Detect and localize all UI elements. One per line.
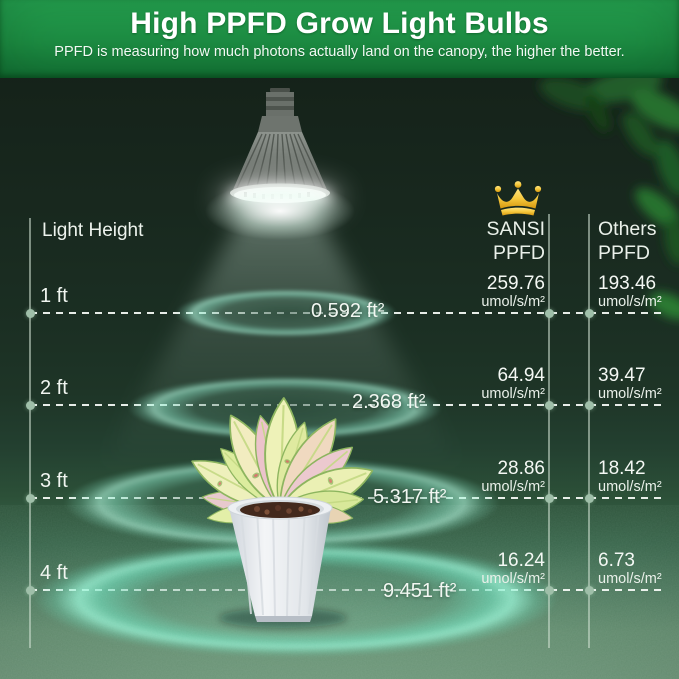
unit-label: umol/s/m² [481, 479, 545, 495]
unit-label: umol/s/m² [481, 386, 545, 402]
sansi-column-divider [548, 214, 550, 648]
others-dot [585, 494, 594, 503]
area-label-4ft: 9.451 ft² [383, 580, 457, 602]
sansi-value-4ft: 16.24 umol/s/m² [481, 551, 545, 587]
others-dot [585, 401, 594, 410]
axis-dot [26, 309, 35, 318]
sansi-value-1ft: 259.76 umol/s/m² [481, 274, 545, 310]
height-label-2ft: 2 ft [40, 377, 68, 399]
sansi-dot [545, 309, 554, 318]
height-label-3ft: 3 ft [40, 470, 68, 492]
sansi-value-3ft: 28.86 umol/s/m² [481, 459, 545, 495]
sansi-value-2ft: 64.94 umol/s/m² [481, 366, 545, 402]
white-planter-pot [219, 496, 347, 628]
unit-label: umol/s/m² [598, 386, 662, 402]
area-label-2ft: 2.368 ft² [352, 391, 426, 413]
floor-grain-texture [0, 505, 679, 679]
others-number: 6.73 [598, 550, 635, 571]
unit-label: umol/s/m² [598, 479, 662, 495]
coverage-ellipse-1ft [172, 288, 400, 338]
sansi-number: 28.86 [497, 458, 545, 479]
sansi-dot [545, 401, 554, 410]
area-label-3ft: 5.317 ft² [373, 486, 447, 508]
page-title: High PPFD Grow Light Bulbs [130, 7, 549, 40]
foliage-decoration [539, 69, 679, 320]
height-axis-line [29, 218, 31, 648]
sansi-number: 16.24 [497, 550, 545, 571]
height-label-1ft: 1 ft [40, 285, 68, 307]
others-value-1ft: 193.46 umol/s/m² [598, 274, 662, 310]
others-column-divider [588, 214, 590, 648]
others-column-header: Others PPFD [598, 218, 657, 264]
unit-label: umol/s/m² [598, 571, 662, 587]
sansi-number: 64.94 [497, 365, 545, 386]
unit-label: umol/s/m² [481, 571, 545, 587]
sansi-dot [545, 494, 554, 503]
sansi-dot [545, 586, 554, 595]
sansi-number: 259.76 [486, 273, 545, 294]
header-banner: High PPFD Grow Light Bulbs PPFD is measu… [0, 0, 679, 78]
bulb-light-bloom [205, 182, 355, 240]
axis-dot [26, 401, 35, 410]
sansi-column-header: SANSI PPFD [486, 218, 545, 264]
others-dot [585, 586, 594, 595]
others-number: 18.42 [598, 458, 646, 479]
others-number: 39.47 [598, 365, 646, 386]
axis-dot [26, 494, 35, 503]
others-dot [585, 309, 594, 318]
light-height-axis-label: Light Height [42, 220, 144, 241]
others-value-4ft: 6.73 umol/s/m² [598, 551, 662, 587]
area-label-1ft: 0.592 ft² [311, 300, 385, 322]
axis-dot [26, 586, 35, 595]
unit-label: umol/s/m² [598, 294, 662, 310]
others-number: 193.46 [598, 273, 657, 294]
others-value-2ft: 39.47 umol/s/m² [598, 366, 662, 402]
others-value-3ft: 18.42 umol/s/m² [598, 459, 662, 495]
height-label-4ft: 4 ft [40, 562, 68, 584]
page-subtitle: PPFD is measuring how much photons actua… [54, 44, 625, 60]
crown-icon [494, 181, 542, 216]
unit-label: umol/s/m² [481, 294, 545, 310]
